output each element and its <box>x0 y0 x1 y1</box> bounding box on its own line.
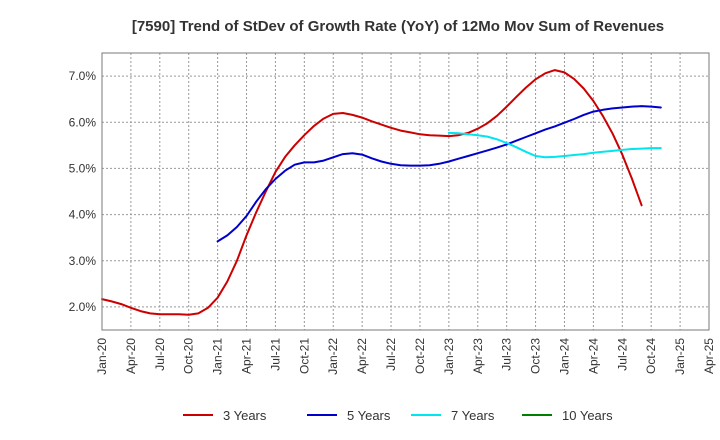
x-tick-label: Jul-24 <box>615 338 629 371</box>
legend-label: 5 Years <box>347 408 391 423</box>
x-tick-label: Jan-23 <box>442 338 456 375</box>
x-tick-label: Jan-25 <box>673 338 687 375</box>
x-tick-label: Jul-21 <box>268 338 282 371</box>
x-tick-label: Jul-20 <box>153 338 167 371</box>
y-axis: 2.0% 3.0% 4.0% 5.0% 6.0% 7.0% <box>69 69 97 314</box>
legend-label: 7 Years <box>451 408 495 423</box>
x-tick-label: Apr-25 <box>702 338 716 374</box>
grid <box>102 53 709 330</box>
x-tick-label: Oct-23 <box>529 338 543 374</box>
x-tick-label: Apr-20 <box>124 338 138 374</box>
series-lines <box>101 69 662 316</box>
y-tick-label: 7.0% <box>69 69 97 83</box>
y-tick-label: 2.0% <box>69 300 97 314</box>
x-tick-label: Jan-22 <box>326 338 340 375</box>
legend-label: 10 Years <box>562 408 613 423</box>
x-tick-label: Apr-24 <box>586 338 600 374</box>
x-tick-label: Jan-24 <box>557 338 571 375</box>
x-tick-label: Oct-20 <box>182 338 196 374</box>
x-tick-label: Apr-21 <box>240 338 254 374</box>
plot-frame <box>101 52 710 331</box>
series-line-3-years <box>101 69 643 316</box>
legend-label: 3 Years <box>223 408 267 423</box>
x-tick-label: Jul-23 <box>500 338 514 371</box>
y-tick-label: 6.0% <box>69 115 97 129</box>
series-line-7-years <box>447 131 662 159</box>
y-tick-label: 4.0% <box>69 208 97 222</box>
y-tick-label: 5.0% <box>69 161 97 175</box>
x-axis: Jan-20 Apr-20 Jul-20 Oct-20 Jan-21 Apr-21 Jul-… <box>95 338 716 375</box>
legend: 3 Years 5 Years 7 Years 10 Years <box>183 408 613 423</box>
x-tick-label: Apr-23 <box>471 338 485 374</box>
y-tick-label: 3.0% <box>69 254 97 268</box>
x-tick-label: Jan-21 <box>211 338 225 375</box>
x-tick-label: Apr-22 <box>355 338 369 374</box>
x-tick-label: Jul-22 <box>384 338 398 371</box>
chart-title: [7590] Trend of StDev of Growth Rate (Yo… <box>132 18 664 35</box>
series-line-5-years <box>216 105 662 243</box>
x-tick-label: Oct-24 <box>644 338 658 374</box>
x-tick-label: Oct-21 <box>297 338 311 374</box>
x-tick-label: Oct-22 <box>413 338 427 374</box>
x-tick-label: Jan-20 <box>95 338 109 375</box>
